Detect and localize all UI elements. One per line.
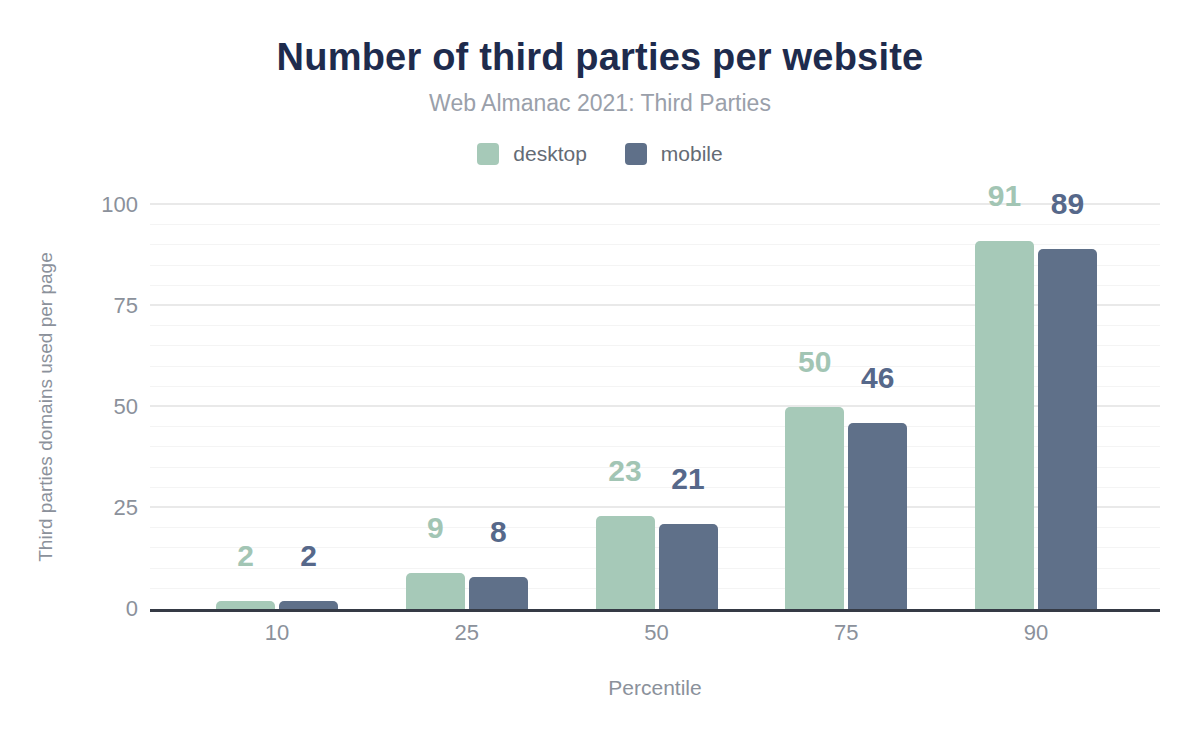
chart-figure: Number of third parties per website Web … (0, 0, 1200, 742)
y-tick-label: 50 (0, 394, 138, 420)
minor-gridline (150, 224, 1160, 225)
bar-mobile-p90[interactable] (1038, 249, 1097, 609)
legend-swatch-mobile (625, 143, 647, 165)
legend-label-mobile: mobile (661, 142, 723, 166)
bar-desktop-p50[interactable] (596, 516, 655, 609)
bar-value-label-mobile-p10: 2 (259, 541, 359, 571)
x-tick-label: 25 (407, 620, 527, 646)
y-tick-label: 0 (0, 596, 138, 622)
x-tick-label: 90 (976, 620, 1096, 646)
legend-swatch-desktop (477, 143, 499, 165)
bar-mobile-p10[interactable] (279, 601, 338, 609)
bar-mobile-p75[interactable] (848, 423, 907, 609)
y-tick-label: 25 (0, 495, 138, 521)
bar-value-label-mobile-p25: 8 (448, 517, 548, 547)
bar-value-label-mobile-p50: 21 (638, 464, 738, 494)
bar-desktop-p25[interactable] (406, 573, 465, 609)
bar-value-label-mobile-p90: 89 (1018, 189, 1118, 219)
legend-label-desktop: desktop (513, 142, 587, 166)
bar-mobile-p50[interactable] (659, 524, 718, 609)
bar-desktop-p75[interactable] (785, 407, 844, 609)
legend-item-desktop[interactable]: desktop (477, 142, 587, 166)
bar-mobile-p25[interactable] (469, 577, 528, 609)
bar-desktop-p10[interactable] (216, 601, 275, 609)
y-tick-label: 100 (0, 192, 138, 218)
x-axis-title: Percentile (150, 676, 1160, 700)
x-tick-label: 10 (217, 620, 337, 646)
chart-title: Number of third parties per website (0, 36, 1200, 79)
x-tick-label: 50 (597, 620, 717, 646)
plot-area: 2298232150469189 (150, 205, 1160, 612)
x-tick-label: 75 (786, 620, 906, 646)
legend: desktop mobile (0, 141, 1200, 167)
chart-subtitle: Web Almanac 2021: Third Parties (0, 90, 1200, 117)
legend-item-mobile[interactable]: mobile (625, 142, 723, 166)
bar-value-label-mobile-p75: 46 (828, 363, 928, 393)
bar-desktop-p90[interactable] (975, 241, 1034, 609)
y-tick-label: 75 (0, 293, 138, 319)
